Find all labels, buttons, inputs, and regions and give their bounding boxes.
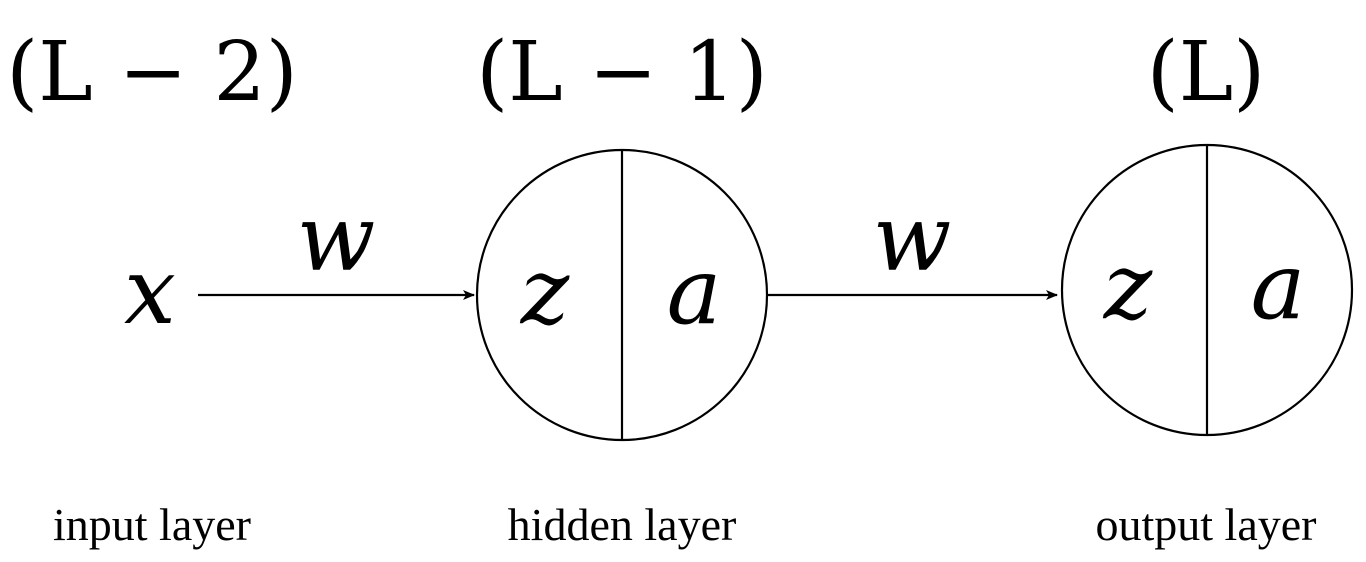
hidden-layer-index-label: (L − 1) — [476, 25, 767, 120]
output-neuron-z-symbol: z — [1103, 233, 1153, 340]
output-layer-caption: output layer — [1096, 499, 1317, 550]
output-layer-index-label: (L) — [1147, 25, 1265, 120]
input-symbol: x — [124, 238, 176, 345]
hidden-layer-caption: hidden layer — [508, 499, 737, 550]
input-layer-index-label: (L − 2) — [6, 25, 297, 120]
hidden-neuron-a-symbol: a — [667, 238, 722, 345]
input-layer-caption: input layer — [53, 499, 251, 550]
weight-label-hidden-output: w — [873, 185, 952, 292]
hidden-neuron-z-symbol: z — [520, 238, 570, 345]
output-neuron-a-symbol: a — [1251, 233, 1306, 340]
output-neuron: z a — [1060, 143, 1354, 437]
weight-label-input-hidden: w — [297, 185, 376, 292]
hidden-neuron: z a — [475, 148, 769, 442]
